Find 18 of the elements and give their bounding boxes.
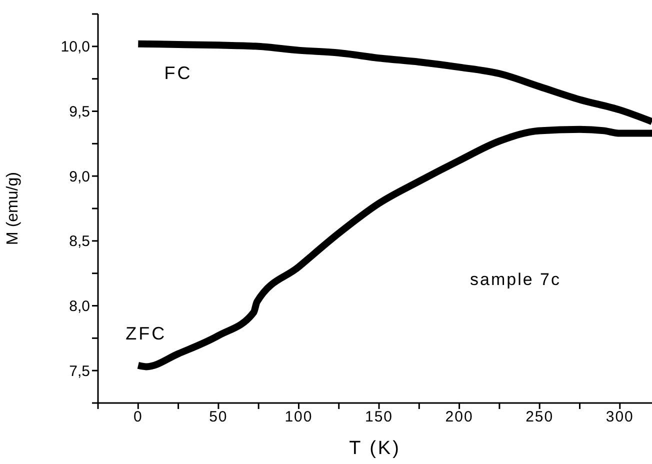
y-tick-label: 8,5 — [69, 233, 90, 250]
x-tick-label: 250 — [526, 408, 554, 426]
y-tick-label: 8,0 — [69, 298, 90, 316]
y-tick-label: 9,0 — [69, 168, 90, 186]
x-tick-label: 0 — [133, 408, 143, 426]
x-tick-label: 200 — [445, 408, 474, 426]
series-label: FC — [164, 63, 192, 84]
x-tick-label: 50 — [209, 408, 228, 426]
series-label: ZFC — [126, 323, 167, 344]
x-tick-label: 100 — [284, 408, 313, 426]
x-axis-title: T (K) — [349, 438, 401, 459]
y-axis-title: M (emu/g) — [4, 172, 22, 245]
y-tick-label: 10,0 — [60, 38, 90, 56]
x-tick-label: 300 — [606, 408, 634, 426]
x-tick-label: 150 — [365, 408, 394, 426]
annotation: sample 7c — [470, 270, 561, 290]
y-tick-label: 7,5 — [69, 362, 90, 380]
y-tick-label: 9,5 — [69, 104, 90, 121]
